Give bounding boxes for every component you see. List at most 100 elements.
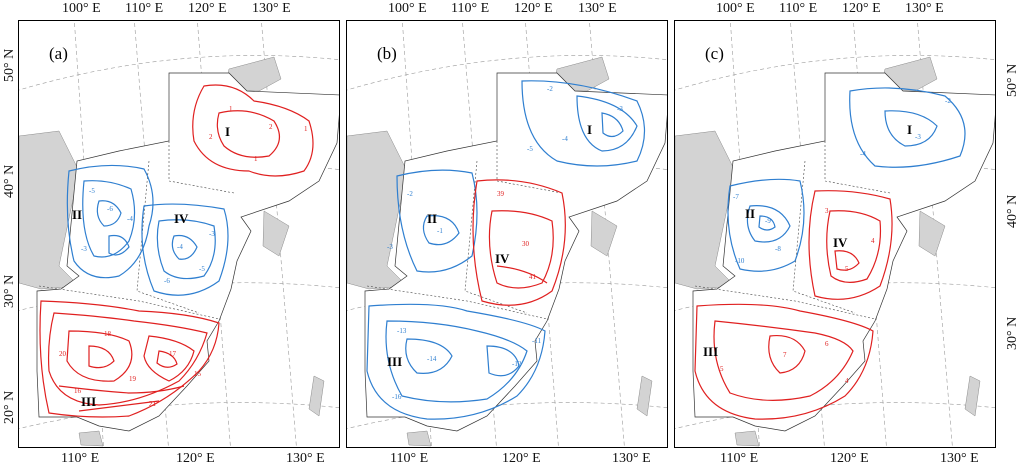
contour-labels: 1 2 1 1 2 -5 -4 -3 -6 20 18 17 15 21 19 … bbox=[59, 105, 308, 408]
contour-label: -5 bbox=[527, 145, 533, 153]
negative-contours bbox=[366, 80, 646, 420]
region-label-III: III bbox=[703, 344, 718, 359]
region-label-II: II bbox=[72, 207, 82, 222]
contour-label: -4 bbox=[562, 135, 568, 143]
lon-tick-top-b1: 100° E bbox=[388, 1, 427, 16]
lon-tick-top-b4: 130° E bbox=[578, 1, 617, 16]
region-label-IV: IV bbox=[495, 251, 510, 266]
contour-label: 39 bbox=[497, 190, 505, 198]
lon-tick-top-c3: 120° E bbox=[842, 1, 881, 16]
contour-label: -3 bbox=[81, 245, 87, 253]
contour-label: 5 bbox=[845, 265, 849, 273]
positive-contours bbox=[694, 190, 893, 420]
positive-contours bbox=[39, 84, 314, 418]
region-boundaries bbox=[366, 141, 563, 320]
lon-tick-bottom-c2: 120° E bbox=[830, 451, 869, 466]
contour-label: -6 bbox=[107, 205, 113, 213]
contour-label: -3 bbox=[387, 243, 393, 251]
contour-lines bbox=[366, 80, 646, 420]
contour-label: -2 bbox=[407, 190, 413, 198]
panel-label: (c) bbox=[705, 44, 724, 63]
contour-label: 19 bbox=[129, 375, 137, 383]
lat-tick-right-2: 40° N bbox=[1005, 194, 1020, 228]
lat-tick-left-4: 20° N bbox=[2, 390, 17, 424]
map-panel-a: 1 2 1 1 2 -5 -4 -3 -6 20 18 17 15 21 19 … bbox=[18, 20, 340, 448]
contour-label: 4 bbox=[845, 377, 849, 385]
contour-label: 2 bbox=[209, 133, 213, 141]
lon-tick-top-b2: 110° E bbox=[451, 1, 490, 16]
contour-label: -14 bbox=[427, 355, 437, 363]
lat-tick-left-3: 30° N bbox=[2, 274, 17, 308]
panel-label: (b) bbox=[377, 44, 397, 63]
lat-tick-right-1: 50° N bbox=[1005, 63, 1020, 97]
lon-tick-bottom-c1: 110° E bbox=[720, 451, 759, 466]
positive-contours bbox=[472, 179, 566, 306]
negative-contours bbox=[727, 87, 966, 272]
region-label-I: I bbox=[907, 122, 912, 137]
lat-tick-left-2: 40° N bbox=[2, 164, 17, 198]
lon-tick-bottom-a1: 110° E bbox=[61, 451, 100, 466]
contour-label: -4 bbox=[127, 215, 133, 223]
region-label-IV: IV bbox=[833, 235, 848, 250]
contour-label: -13 bbox=[397, 327, 407, 335]
contour-label: 41 bbox=[529, 273, 537, 281]
lon-tick-top-c4: 130° E bbox=[905, 1, 944, 16]
contour-label: -11 bbox=[532, 337, 542, 345]
contour-label: -16 bbox=[392, 393, 402, 401]
contour-label: 1 bbox=[304, 125, 308, 133]
contour-label: -3 bbox=[915, 133, 921, 141]
map-panel-c: -3 -4 -2 -8 -9 -10 -7 7 5 6 4 4 3 5 I II… bbox=[674, 20, 996, 448]
contour-lines bbox=[694, 87, 966, 420]
contour-label: -9 bbox=[765, 217, 771, 225]
contour-label: -4 bbox=[177, 243, 183, 251]
contour-label: -12 bbox=[512, 360, 522, 368]
contour-label: 7 bbox=[783, 351, 787, 359]
region-boundaries bbox=[38, 141, 235, 320]
map-a-svg: 1 2 1 1 2 -5 -4 -3 -6 20 18 17 15 21 19 … bbox=[19, 21, 339, 447]
lon-tick-bottom-a3: 130° E bbox=[286, 451, 325, 466]
lon-tick-bottom-b2: 120° E bbox=[502, 451, 541, 466]
contour-label: 3 bbox=[825, 207, 829, 215]
region-label-III: III bbox=[81, 394, 96, 409]
lon-tick-top-a2: 110° E bbox=[125, 1, 164, 16]
lon-tick-bottom-a2: 120° E bbox=[176, 451, 215, 466]
negative-contours bbox=[66, 164, 229, 296]
contour-label: 17 bbox=[169, 350, 177, 358]
lon-tick-top-b3: 120° E bbox=[514, 1, 553, 16]
study-region-outline bbox=[364, 72, 667, 432]
contour-label: -3 bbox=[617, 105, 623, 113]
contour-label: -6 bbox=[164, 277, 170, 285]
contour-label: -8 bbox=[775, 245, 781, 253]
contour-label: 18 bbox=[104, 330, 112, 338]
contour-label: 20 bbox=[59, 350, 67, 358]
contour-label: 21 bbox=[149, 400, 157, 408]
contour-label: -3 bbox=[209, 230, 215, 238]
contour-label: -7 bbox=[733, 193, 739, 201]
contour-label: 2 bbox=[269, 123, 273, 131]
lat-tick-right-3: 30° N bbox=[1005, 316, 1020, 350]
region-label-III: III bbox=[387, 354, 402, 369]
map-panel-b: -2 -3 -4 -5 -1 -2 -3 -14 -13 -12 -16 -11… bbox=[346, 20, 668, 448]
map-c-svg: -3 -4 -2 -8 -9 -10 -7 7 5 6 4 4 3 5 I II… bbox=[675, 21, 995, 447]
region-boundaries bbox=[694, 141, 891, 320]
contour-labels: -2 -3 -4 -5 -1 -2 -3 -14 -13 -12 -16 -11… bbox=[387, 85, 623, 401]
contour-label: 6 bbox=[825, 340, 829, 348]
contour-lines bbox=[39, 84, 314, 418]
contour-label: -2 bbox=[547, 85, 553, 93]
panel-label: (a) bbox=[49, 44, 68, 63]
contour-label: 1 bbox=[229, 105, 233, 113]
lon-tick-bottom-b3: 130° E bbox=[612, 451, 651, 466]
contour-label: 16 bbox=[74, 387, 82, 395]
study-region-outline bbox=[36, 72, 339, 432]
contour-label: -5 bbox=[199, 265, 205, 273]
lon-tick-top-c1: 100° E bbox=[716, 1, 755, 16]
contour-label: -5 bbox=[89, 187, 95, 195]
lon-tick-top-a3: 120° E bbox=[188, 1, 227, 16]
region-label-I: I bbox=[587, 122, 592, 137]
contour-label: -4 bbox=[860, 150, 866, 158]
lon-tick-top-a1: 100° E bbox=[62, 1, 101, 16]
contour-labels: -3 -4 -2 -8 -9 -10 -7 7 5 6 4 4 3 5 bbox=[720, 97, 951, 385]
contour-label: -10 bbox=[735, 257, 745, 265]
contour-label: 5 bbox=[720, 365, 724, 373]
region-label-II: II bbox=[427, 211, 437, 226]
